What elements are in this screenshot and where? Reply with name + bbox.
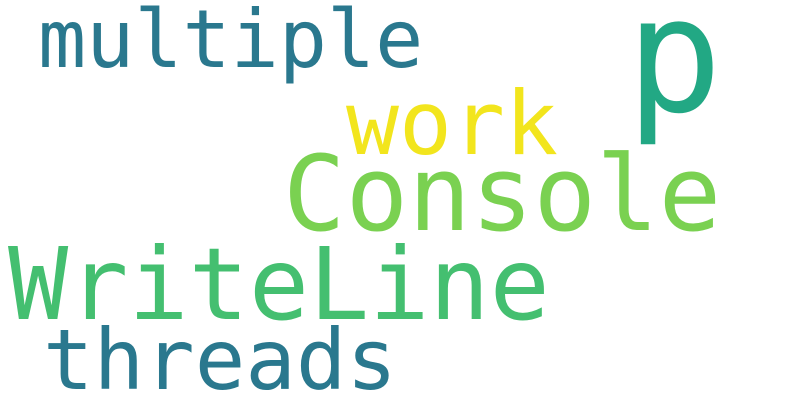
word-p: p [626,0,723,149]
word-multiple: multiple [38,0,424,86]
word-work: work [346,72,558,175]
word-threads: threads [43,311,398,400]
word-console: Console [283,133,722,255]
word-writeline: WriteLine [8,226,550,343]
